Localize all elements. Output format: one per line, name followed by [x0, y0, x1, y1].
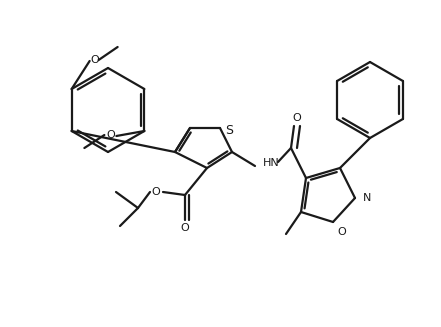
Text: N: N: [363, 193, 371, 203]
Text: O: O: [293, 113, 301, 123]
Text: O: O: [106, 130, 115, 140]
Text: S: S: [225, 124, 233, 136]
Text: O: O: [337, 227, 346, 237]
Text: O: O: [152, 187, 161, 197]
Text: O: O: [90, 55, 99, 65]
Text: O: O: [181, 223, 189, 233]
Text: HN: HN: [263, 158, 280, 168]
